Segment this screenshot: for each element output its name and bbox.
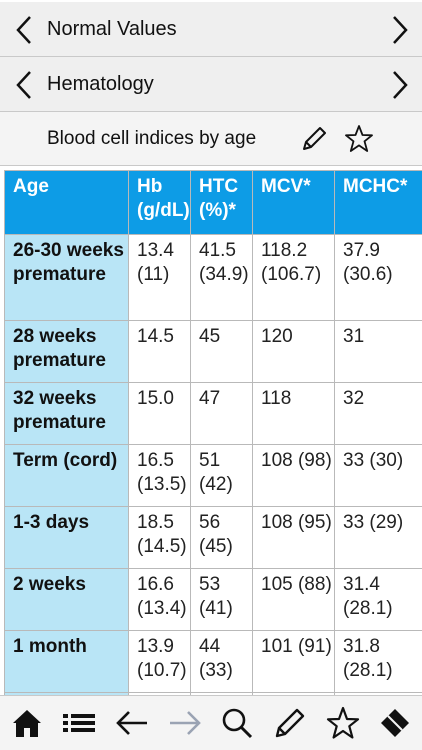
column-header-age: Age xyxy=(4,170,129,235)
htc-cell: 41.5 (34.9) xyxy=(190,234,253,321)
mchc-cell: 33 (29) xyxy=(334,506,422,569)
mchc-cell: 32 xyxy=(334,382,422,445)
chevron-right-icon[interactable] xyxy=(390,15,410,45)
mchc-cell: 33 (30) xyxy=(334,444,422,507)
hb-cell: 15.0 xyxy=(128,382,191,445)
age-cell: 1 month xyxy=(4,630,129,693)
mcv-cell: 118 xyxy=(252,382,335,445)
table-row xyxy=(4,692,422,695)
home-icon[interactable] xyxy=(10,706,44,740)
breadcrumb-label: Hematology xyxy=(47,73,154,95)
pencil-icon[interactable] xyxy=(273,706,307,740)
age-cell: 28 weeks premature xyxy=(4,320,129,383)
indices-table-container[interactable]: Age Hb (g/dL) HTC (%)* MCV* MCHC* 26-30 … xyxy=(4,170,422,695)
mcv-cell: 108 (98) xyxy=(252,444,335,507)
forward-arrow-icon xyxy=(170,711,201,735)
htc-cell: 45 xyxy=(190,320,253,383)
htc-cell: 44 (33) xyxy=(190,630,253,693)
htc-cell: 53 (41) xyxy=(190,568,253,631)
column-header-hb: Hb (g/dL) xyxy=(128,170,191,235)
hb-cell: 16.6 (13.4) xyxy=(128,568,191,631)
age-cell: 26-30 weeks premature xyxy=(4,234,129,321)
htc-cell: 47 xyxy=(190,382,253,445)
age-cell: 2 weeks xyxy=(4,568,129,631)
mcv-cell: 120 xyxy=(252,320,335,383)
mchc-cell: 37.9 (30.6) xyxy=(334,234,422,321)
hb-cell: 14.5 xyxy=(128,320,191,383)
hb-cell: 18.5 (14.5) xyxy=(128,506,191,569)
star-icon[interactable] xyxy=(326,706,360,740)
table-row: 1-3 days 18.5 (14.5) 56 (45) 108 (95) 33… xyxy=(4,506,422,569)
eraser-icon[interactable] xyxy=(378,706,412,740)
mchc-cell xyxy=(334,692,422,695)
table-row: 26-30 weeks premature 13.4 (11) 41.5 (34… xyxy=(4,234,422,321)
table-row: 28 weeks premature 14.5 45 120 31 xyxy=(4,320,422,383)
column-header-mcv: MCV* xyxy=(252,170,335,235)
pencil-icon[interactable] xyxy=(300,125,328,153)
back-arrow-icon[interactable] xyxy=(115,706,149,740)
htc-cell: 56 (45) xyxy=(190,506,253,569)
mchc-cell: 31 xyxy=(334,320,422,383)
mcv-cell: 101 (91) xyxy=(252,630,335,693)
table-row: 1 month 13.9 (10.7) 44 (33) 101 (91) 31.… xyxy=(4,630,422,693)
table-row: 32 weeks premature 15.0 47 118 32 xyxy=(4,382,422,445)
hb-cell: 13.4 (11) xyxy=(128,234,191,321)
hb-cell: 16.5 (13.5) xyxy=(128,444,191,507)
mcv-cell: 108 (95) xyxy=(252,506,335,569)
mcv-cell: 118.2 (106.7) xyxy=(252,234,335,321)
breadcrumb-hematology[interactable]: Hematology xyxy=(0,57,422,112)
column-header-mchc: MCHC* xyxy=(334,170,422,235)
chevron-left-icon[interactable] xyxy=(14,70,34,100)
age-cell: 32 weeks premature xyxy=(4,382,129,445)
age-cell: Term (cord) xyxy=(4,444,129,507)
table-row: 2 weeks 16.6 (13.4) 53 (41) 105 (88) 31.… xyxy=(4,568,422,631)
bottom-toolbar xyxy=(0,695,422,750)
htc-cell: 51 (42) xyxy=(190,444,253,507)
chevron-right-icon[interactable] xyxy=(390,70,410,100)
hb-cell: 13.9 (10.7) xyxy=(128,630,191,693)
star-icon[interactable] xyxy=(344,124,374,154)
mchc-cell: 31.8 (28.1) xyxy=(334,630,422,693)
page-header: Blood cell indices by age xyxy=(0,112,422,166)
table-row: Term (cord) 16.5 (13.5) 51 (42) 108 (98)… xyxy=(4,444,422,507)
chevron-left-icon[interactable] xyxy=(14,15,34,45)
list-icon[interactable] xyxy=(62,706,96,740)
page-title: Blood cell indices by age xyxy=(47,128,257,149)
blood-indices-table: Age Hb (g/dL) HTC (%)* MCV* MCHC* 26-30 … xyxy=(4,170,422,695)
breadcrumb-normal-values[interactable]: Normal Values xyxy=(0,2,422,57)
table-header-row: Age Hb (g/dL) HTC (%)* MCV* MCHC* xyxy=(4,170,422,235)
column-header-htc: HTC (%)* xyxy=(190,170,253,235)
mcv-cell: 105 (88) xyxy=(252,568,335,631)
mchc-cell: 31.4 (28.1) xyxy=(334,568,422,631)
age-cell: 1-3 days xyxy=(4,506,129,569)
search-icon[interactable] xyxy=(220,706,254,740)
breadcrumb-label: Normal Values xyxy=(47,18,177,40)
